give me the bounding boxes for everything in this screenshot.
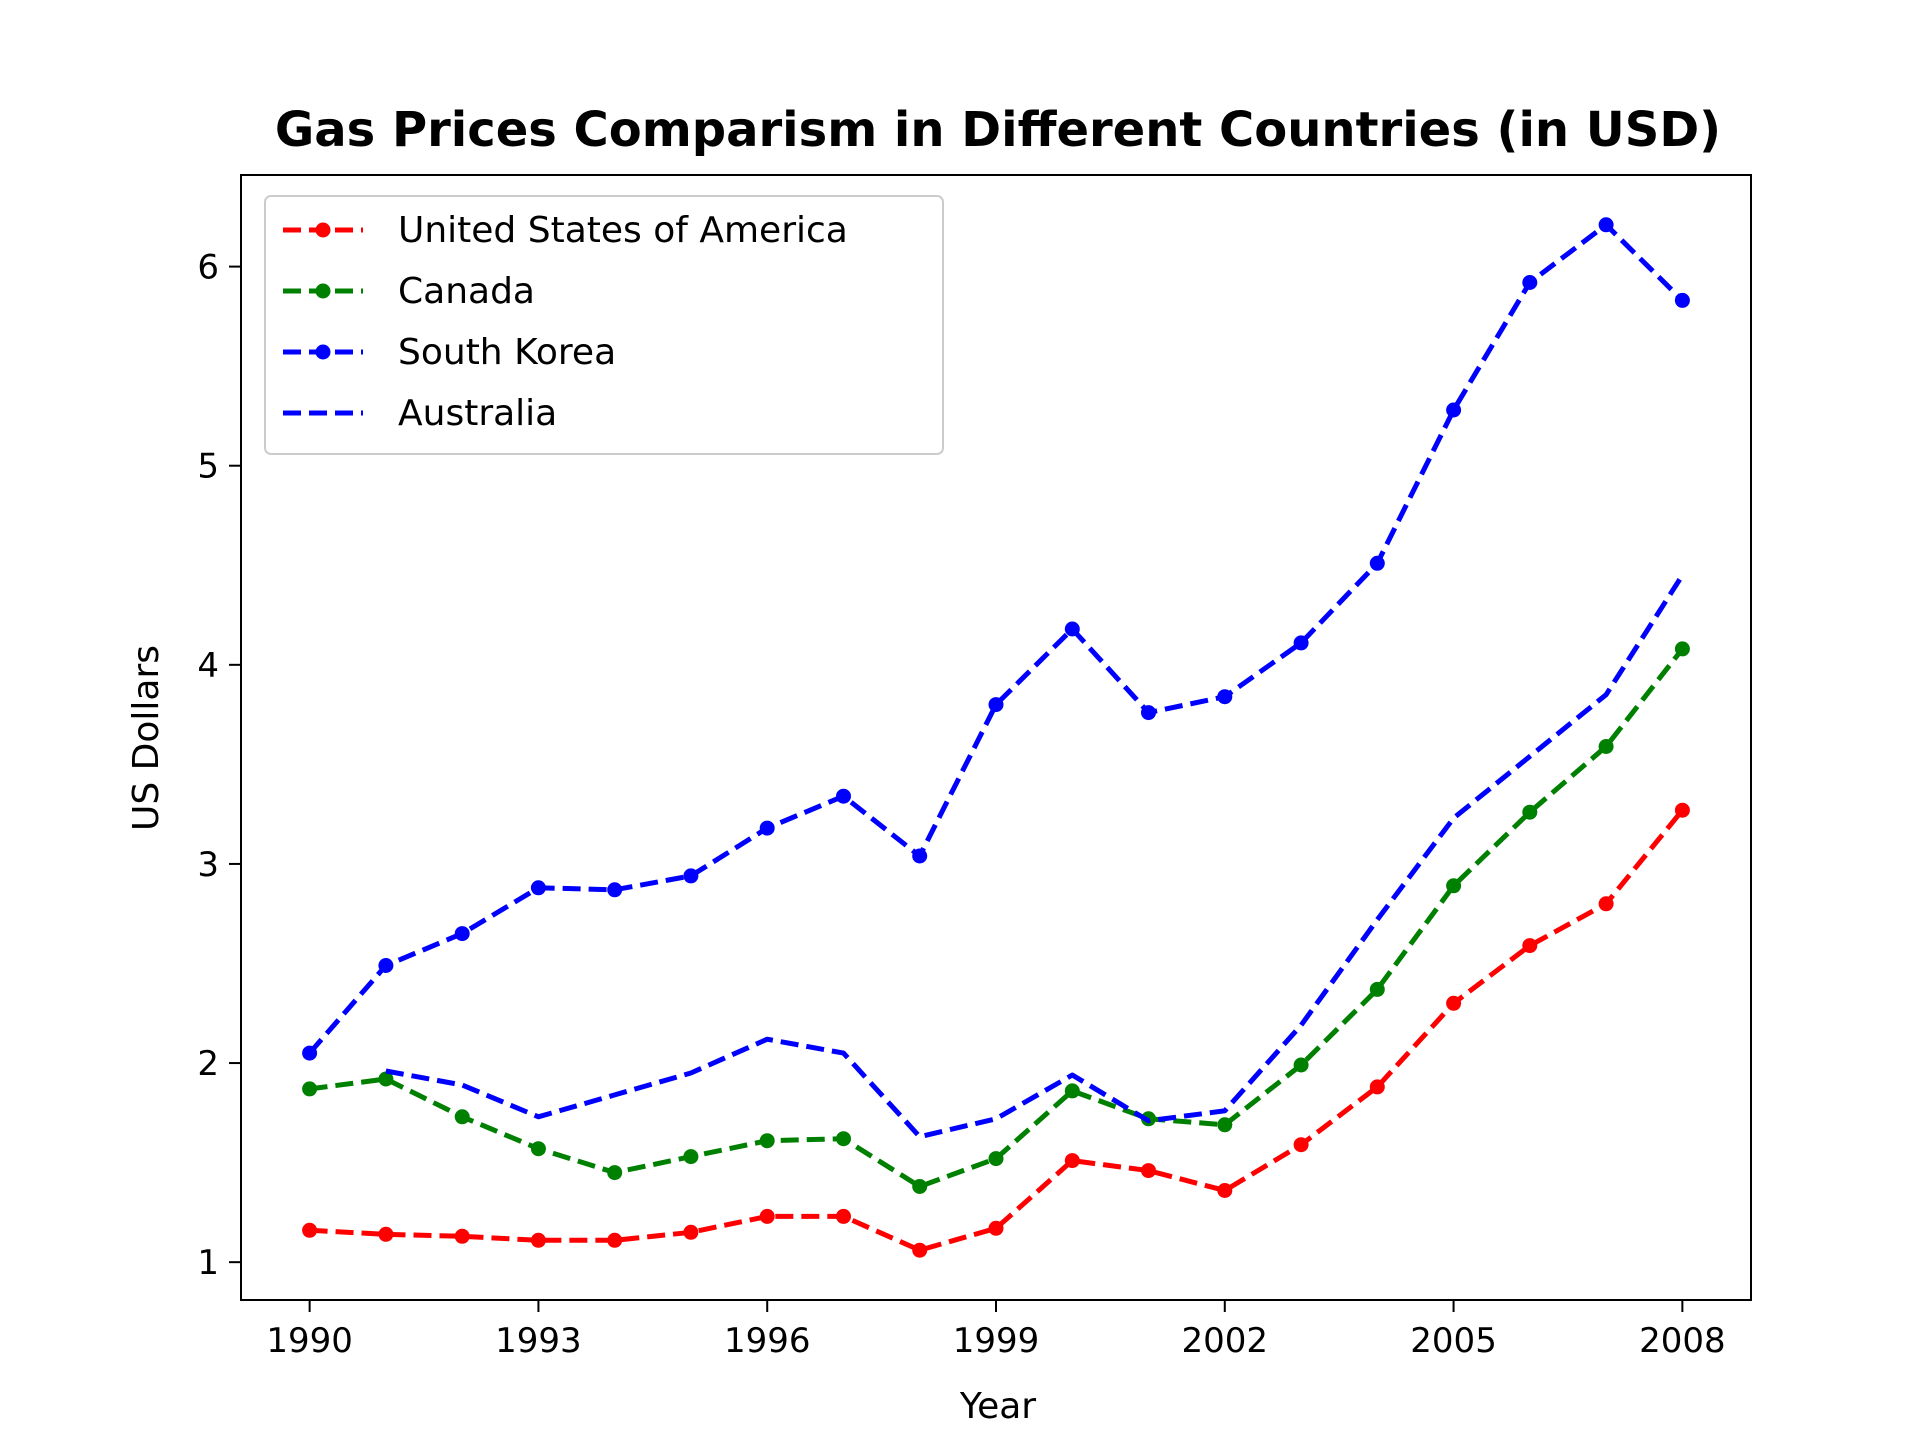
x-axis-label: Year xyxy=(959,1386,1036,1427)
data-point-south-korea xyxy=(912,848,928,864)
y-tick-label: 6 xyxy=(197,248,219,288)
x-tick-label: 2008 xyxy=(1639,1321,1726,1361)
data-point-united-states-of-america xyxy=(1446,995,1462,1011)
x-tick-label: 1993 xyxy=(495,1321,582,1361)
x-tick-label: 2002 xyxy=(1182,1321,1269,1361)
series-australia xyxy=(385,573,1685,1140)
data-point-united-states-of-america xyxy=(378,1226,394,1242)
legend-marker-canada xyxy=(315,283,331,299)
y-tick-label: 1 xyxy=(197,1243,219,1283)
data-point-united-states-of-america xyxy=(1369,1079,1385,1095)
data-point-south-korea xyxy=(988,697,1004,713)
data-point-canada xyxy=(683,1149,699,1165)
data-point-south-korea xyxy=(1598,217,1614,233)
legend-frame xyxy=(264,195,944,455)
data-point-united-states-of-america xyxy=(1064,1153,1080,1169)
y-axis-label: US Dollars xyxy=(126,645,167,831)
data-point-canada xyxy=(988,1151,1004,1167)
y-axis: 1 2 3 4 5 6 xyxy=(197,248,241,1283)
data-point-united-states-of-america xyxy=(912,1242,928,1258)
data-point-canada xyxy=(302,1081,318,1097)
legend: United States of America Canada South Kore… xyxy=(264,195,944,455)
data-point-canada xyxy=(759,1133,775,1149)
data-point-united-states-of-america xyxy=(683,1224,699,1240)
x-tick-label: 2005 xyxy=(1410,1321,1497,1361)
data-point-canada xyxy=(607,1165,623,1181)
y-tick-label: 4 xyxy=(197,646,219,686)
x-tick-label: 1996 xyxy=(724,1321,811,1361)
series-south-korea xyxy=(302,217,1690,1061)
data-point-united-states-of-america xyxy=(1141,1163,1156,1179)
data-point-united-states-of-america xyxy=(988,1220,1004,1236)
series-united-states-of-america xyxy=(302,802,1690,1258)
data-point-canada xyxy=(1064,1083,1080,1099)
y-tick-label: 5 xyxy=(197,447,219,487)
series-canada xyxy=(302,641,1690,1194)
data-point-canada xyxy=(1522,804,1538,820)
data-point-canada xyxy=(1446,878,1462,894)
data-point-united-states-of-america xyxy=(1522,938,1538,954)
data-point-canada xyxy=(912,1179,928,1194)
data-point-south-korea xyxy=(1369,555,1385,571)
data-point-united-states-of-america xyxy=(1217,1183,1233,1198)
data-point-south-korea xyxy=(530,880,546,896)
data-point-canada xyxy=(1217,1117,1233,1133)
data-point-united-states-of-america xyxy=(454,1228,470,1244)
data-point-canada xyxy=(1369,981,1385,997)
data-point-united-states-of-america xyxy=(1674,802,1690,818)
data-point-south-korea xyxy=(1064,621,1080,637)
data-point-south-korea xyxy=(1446,402,1462,418)
series-layer xyxy=(302,217,1690,1258)
data-point-south-korea xyxy=(1141,705,1156,721)
data-point-south-korea xyxy=(454,926,470,942)
y-tick-label: 3 xyxy=(197,845,219,885)
legend-label-australia: Australia xyxy=(398,393,557,434)
data-point-south-korea xyxy=(607,882,623,898)
data-point-united-states-of-america xyxy=(302,1222,318,1238)
legend-marker-south-korea xyxy=(315,344,331,360)
series-line-australia xyxy=(385,573,1685,1140)
data-point-south-korea xyxy=(1674,292,1690,308)
legend-label-south-korea: South Korea xyxy=(398,332,616,373)
data-point-south-korea xyxy=(1293,635,1309,651)
data-point-united-states-of-america xyxy=(607,1232,623,1248)
legend-label-canada: Canada xyxy=(398,271,535,312)
data-point-south-korea xyxy=(1217,689,1233,705)
data-point-canada xyxy=(1598,739,1614,754)
y-tick-label: 2 xyxy=(197,1044,219,1084)
chart-title: Gas Prices Comparism in Different Countr… xyxy=(275,102,1721,158)
data-point-canada xyxy=(454,1109,470,1125)
data-point-canada xyxy=(378,1071,394,1087)
data-point-south-korea xyxy=(378,958,394,973)
data-point-south-korea xyxy=(683,868,699,884)
data-point-united-states-of-america xyxy=(1293,1137,1309,1153)
data-point-united-states-of-america xyxy=(1598,896,1614,912)
data-point-south-korea xyxy=(302,1045,318,1061)
legend-label-united-states-of-america: United States of America xyxy=(398,210,848,251)
data-point-south-korea xyxy=(1522,275,1538,290)
legend-entries: United States of America Canada South Kore… xyxy=(283,210,848,434)
data-point-united-states-of-america xyxy=(530,1232,546,1248)
legend-marker-united-states-of-america xyxy=(315,222,331,238)
data-point-canada xyxy=(530,1141,546,1157)
data-point-canada xyxy=(1293,1057,1309,1073)
x-axis: 1990 1993 1996 1999 2002 2005 2008 xyxy=(266,1300,1726,1361)
data-point-canada xyxy=(836,1131,851,1147)
x-tick-label: 1999 xyxy=(953,1321,1040,1361)
data-point-south-korea xyxy=(759,820,775,836)
data-point-south-korea xyxy=(836,788,851,804)
x-tick-label: 1990 xyxy=(266,1321,353,1361)
data-point-united-states-of-america xyxy=(759,1208,775,1224)
data-point-canada xyxy=(1674,641,1690,657)
data-point-united-states-of-america xyxy=(836,1208,851,1224)
